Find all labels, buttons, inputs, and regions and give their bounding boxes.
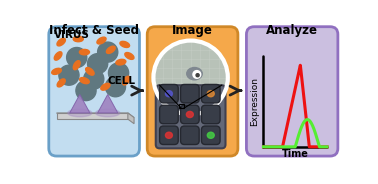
Ellipse shape (79, 49, 90, 55)
Circle shape (76, 81, 96, 101)
Circle shape (108, 63, 129, 83)
Polygon shape (128, 113, 134, 124)
Ellipse shape (73, 36, 83, 42)
Text: Expression: Expression (251, 77, 259, 126)
Circle shape (88, 54, 108, 74)
Ellipse shape (166, 132, 172, 138)
Circle shape (153, 40, 228, 114)
FancyBboxPatch shape (160, 84, 178, 103)
Circle shape (84, 69, 104, 89)
Ellipse shape (86, 68, 94, 75)
Circle shape (67, 47, 87, 68)
Circle shape (59, 65, 79, 85)
Ellipse shape (57, 38, 65, 46)
Ellipse shape (54, 52, 62, 60)
Polygon shape (70, 94, 90, 113)
Text: Infect & Seed: Infect & Seed (49, 24, 139, 37)
FancyBboxPatch shape (246, 27, 338, 156)
FancyBboxPatch shape (156, 85, 226, 148)
Ellipse shape (207, 132, 214, 138)
FancyBboxPatch shape (49, 27, 139, 156)
Ellipse shape (207, 91, 214, 97)
Ellipse shape (116, 59, 126, 65)
Circle shape (105, 77, 125, 97)
Text: VIRUS: VIRUS (54, 30, 90, 40)
Ellipse shape (96, 109, 120, 117)
Text: CELL: CELL (108, 76, 136, 86)
FancyBboxPatch shape (181, 126, 199, 144)
Ellipse shape (120, 41, 130, 47)
Ellipse shape (97, 37, 106, 44)
Circle shape (193, 71, 201, 78)
Text: Image: Image (172, 24, 213, 37)
Text: Analyze: Analyze (266, 24, 318, 37)
Circle shape (196, 74, 199, 77)
FancyBboxPatch shape (160, 126, 178, 144)
Ellipse shape (106, 46, 115, 53)
Ellipse shape (125, 53, 134, 59)
Circle shape (98, 42, 118, 62)
Ellipse shape (80, 77, 89, 84)
Ellipse shape (73, 61, 80, 70)
FancyBboxPatch shape (181, 84, 199, 103)
FancyBboxPatch shape (201, 126, 220, 144)
Polygon shape (57, 113, 134, 118)
Ellipse shape (187, 68, 202, 80)
Ellipse shape (57, 79, 65, 87)
FancyBboxPatch shape (201, 84, 220, 103)
FancyBboxPatch shape (160, 105, 178, 124)
Text: Time: Time (282, 149, 309, 159)
Polygon shape (98, 94, 118, 113)
FancyBboxPatch shape (181, 105, 199, 124)
Ellipse shape (52, 68, 61, 74)
Ellipse shape (166, 91, 172, 97)
Ellipse shape (68, 109, 92, 117)
FancyBboxPatch shape (201, 105, 220, 124)
Ellipse shape (122, 76, 130, 85)
Ellipse shape (186, 111, 193, 118)
Polygon shape (57, 113, 128, 119)
FancyBboxPatch shape (147, 27, 238, 156)
Ellipse shape (101, 83, 110, 90)
